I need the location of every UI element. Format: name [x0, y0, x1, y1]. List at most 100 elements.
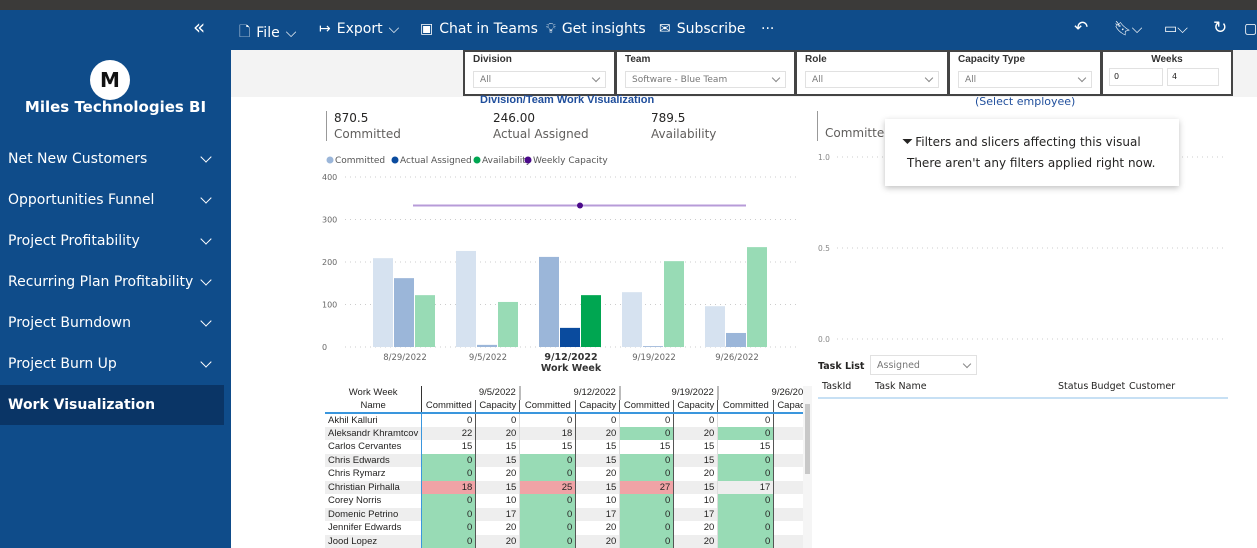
sub-header[interactable]: Committed	[619, 399, 675, 413]
table-row[interactable]: Chris Rymarz 0 20 0 20 0 20 0	[325, 467, 807, 481]
bookmark-icon[interactable]: 🔖︎⌵	[1114, 21, 1143, 37]
sidebar-item[interactable]: Net New Customers	[0, 139, 224, 179]
sidebar-item[interactable]: Opportunities Funnel	[0, 180, 224, 220]
capacity-type-dropdown[interactable]: All	[958, 71, 1092, 88]
value-cell: 0	[421, 521, 477, 535]
collapse-nav-button[interactable]: «	[193, 15, 206, 39]
sub-header[interactable]: Capacity	[475, 399, 521, 413]
name-cell: Domenic Petrino	[325, 507, 423, 521]
value-cell: 20	[475, 426, 521, 440]
kpi-label: Availability	[651, 127, 717, 141]
sub-header[interactable]: Capacity	[673, 399, 719, 413]
role-label: Role	[805, 54, 827, 65]
more-options-button[interactable]: ···	[761, 21, 775, 37]
filters-tooltip: ⏷ Filters and slicers affecting this visu…	[885, 119, 1179, 186]
division-dropdown[interactable]: All	[473, 71, 606, 88]
weeks-to-input[interactable]: 4	[1167, 68, 1219, 86]
role-slicer[interactable]: Role All	[795, 50, 949, 96]
legend-label: Availability	[482, 156, 532, 166]
value-cell: 20	[673, 426, 719, 440]
y-tick-label: 300	[322, 216, 337, 225]
sidebar-item[interactable]: Project Profitability	[0, 221, 224, 261]
value-cell: 15	[575, 453, 621, 467]
table-row[interactable]: Carlos Cervantes 15 15 15 15 15 15 15	[325, 440, 807, 454]
value-cell: 17	[717, 480, 775, 494]
task-column-header[interactable]: Task Name	[875, 381, 927, 392]
task-column-header[interactable]: Status	[1058, 381, 1089, 392]
sidebar-item[interactable]: Recurring Plan Profitability	[0, 262, 224, 302]
team-dropdown[interactable]: Software - Blue Team	[625, 71, 786, 88]
table-row[interactable]: Aleksandr Khramtcov 22 20 18 20 0 20 0	[325, 426, 807, 440]
value-cell: 18	[421, 480, 477, 494]
sidebar-item-label: Opportunities Funnel	[8, 192, 155, 208]
sub-header[interactable]: Committed	[421, 399, 477, 413]
table-row[interactable]: Chris Edwards 0 15 0 15 0 15 0	[325, 453, 807, 467]
sidebar-item[interactable]: Project Burndown	[0, 303, 224, 343]
export-menu[interactable]: ↦ Export ⌵	[319, 21, 399, 37]
week-header[interactable]: 9/26/2022	[717, 386, 807, 400]
capacity-type-slicer[interactable]: Capacity Type All	[948, 50, 1102, 96]
value-cell: 0	[619, 426, 675, 440]
legend-marker	[524, 156, 532, 164]
name-cell: Jood Lopez	[325, 534, 423, 548]
value-cell: 0	[519, 494, 577, 508]
get-insights-button[interactable]: 💡︎ Get insights	[546, 21, 646, 37]
undo-icon[interactable]: ↶	[1074, 18, 1089, 38]
x-tick-label: 9/5/2022	[469, 353, 507, 363]
table-row[interactable]: Corey Norris 0 10 0 10 0 10 0	[325, 494, 807, 508]
role-dropdown[interactable]: All	[805, 71, 939, 88]
x-tick-label: 9/19/2022	[632, 353, 676, 363]
name-header[interactable]: Name	[325, 399, 423, 413]
select-employee-link[interactable]: (Select employee)	[975, 95, 1076, 108]
view-icon[interactable]: ▭⌵	[1164, 21, 1188, 37]
value-cell: 15	[673, 480, 719, 494]
legend-label: Committed	[335, 156, 385, 166]
bar-actual-assigned	[560, 327, 580, 347]
matrix-scrollbar[interactable]	[803, 386, 812, 548]
task-column-header[interactable]: Customer	[1129, 381, 1176, 392]
kpi-value: 870.5	[334, 111, 369, 125]
team-slicer[interactable]: Team Software - Blue Team	[615, 50, 796, 96]
value-cell: 17	[673, 507, 719, 521]
task-column-header[interactable]: Budget	[1091, 381, 1126, 392]
task-filter-dropdown[interactable]: Assigned	[870, 355, 977, 375]
value-cell: 15	[475, 453, 521, 467]
chevron-down-icon: ⌵	[285, 25, 297, 41]
sub-header[interactable]: Committed	[717, 399, 775, 413]
sidebar-item[interactable]: Project Burn Up	[0, 344, 224, 384]
file-menu[interactable]: 🗋 File ⌵	[239, 21, 296, 45]
table-row[interactable]: Christian Pirhalla 18 15 25 15 27 15 17	[325, 480, 807, 494]
weeks-from-input[interactable]: 0	[1109, 68, 1163, 86]
name-cell: Christian Pirhalla	[325, 480, 423, 494]
team-value: Software - Blue Team	[632, 74, 728, 85]
week-header[interactable]: 9/12/2022	[519, 386, 621, 400]
scrollbar-thumb[interactable]	[805, 404, 810, 474]
week-header[interactable]: 9/5/2022	[421, 386, 521, 400]
task-filter-value: Assigned	[877, 359, 920, 371]
value-cell: 0	[619, 507, 675, 521]
table-row[interactable]: Domenic Petrino 0 17 0 17 0 17 0	[325, 507, 807, 521]
sub-header[interactable]: Capacity	[773, 399, 807, 413]
sub-header[interactable]: Capacity	[575, 399, 621, 413]
value-cell: 17	[475, 507, 521, 521]
filter-icon: ⏷	[902, 134, 914, 150]
table-row[interactable]: Jood Lopez 0 20 0 20 0 20 0	[325, 534, 807, 548]
bar-actual-assigned	[726, 332, 746, 347]
subscribe-button[interactable]: ✉ Subscribe	[659, 21, 746, 37]
sidebar-item[interactable]: Work Visualization	[0, 385, 224, 425]
sub-header[interactable]: Committed	[519, 399, 577, 413]
kpi-divider	[326, 111, 327, 141]
window-icon[interactable]: ▢	[1244, 21, 1257, 37]
value-cell: 27	[619, 480, 675, 494]
refresh-icon[interactable]: ↻	[1213, 18, 1228, 38]
week-header[interactable]: 9/19/2022	[619, 386, 719, 400]
table-row[interactable]: Akhil Kalluri 0 0 0 0 0 0 0	[325, 413, 807, 427]
sidebar-item-label: Project Burndown	[8, 315, 131, 331]
table-row[interactable]: Jennifer Edwards 0 20 0 20 0 20 0	[325, 521, 807, 535]
kpi-actual-assigned: 246.00 Actual Assigned	[493, 111, 589, 141]
name-cell: Aleksandr Khramtcov	[325, 426, 423, 440]
task-column-header[interactable]: TaskId	[822, 381, 852, 392]
chat-in-teams-button[interactable]: ▣ Chat in Teams	[420, 21, 538, 37]
division-slicer[interactable]: Division All	[463, 50, 616, 96]
